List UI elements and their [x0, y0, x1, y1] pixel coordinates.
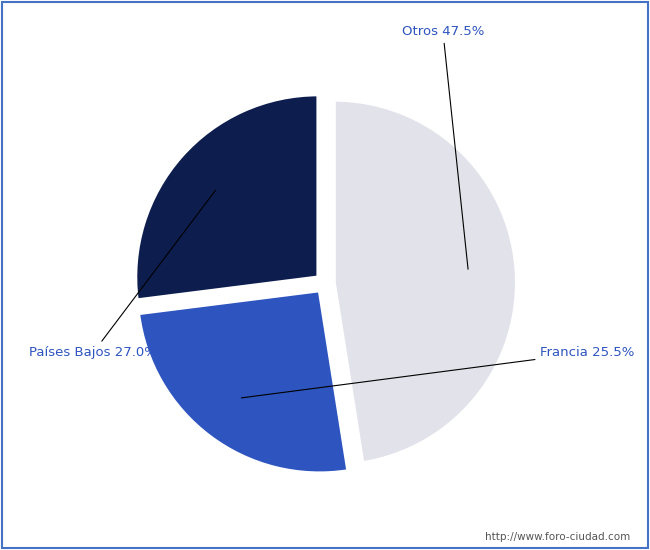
Text: Países Bajos 27.0%: Países Bajos 27.0% — [29, 190, 215, 359]
Text: Otros 47.5%: Otros 47.5% — [402, 25, 484, 269]
Wedge shape — [334, 100, 517, 463]
Text: http://www.foro-ciudad.com: http://www.foro-ciudad.com — [486, 532, 630, 542]
Wedge shape — [136, 95, 318, 300]
Wedge shape — [138, 290, 348, 473]
Text: Valle de Mena - Turistas extranjeros según país - Julio de 2024: Valle de Mena - Turistas extranjeros seg… — [110, 15, 540, 30]
Text: Francia 25.5%: Francia 25.5% — [241, 346, 635, 398]
